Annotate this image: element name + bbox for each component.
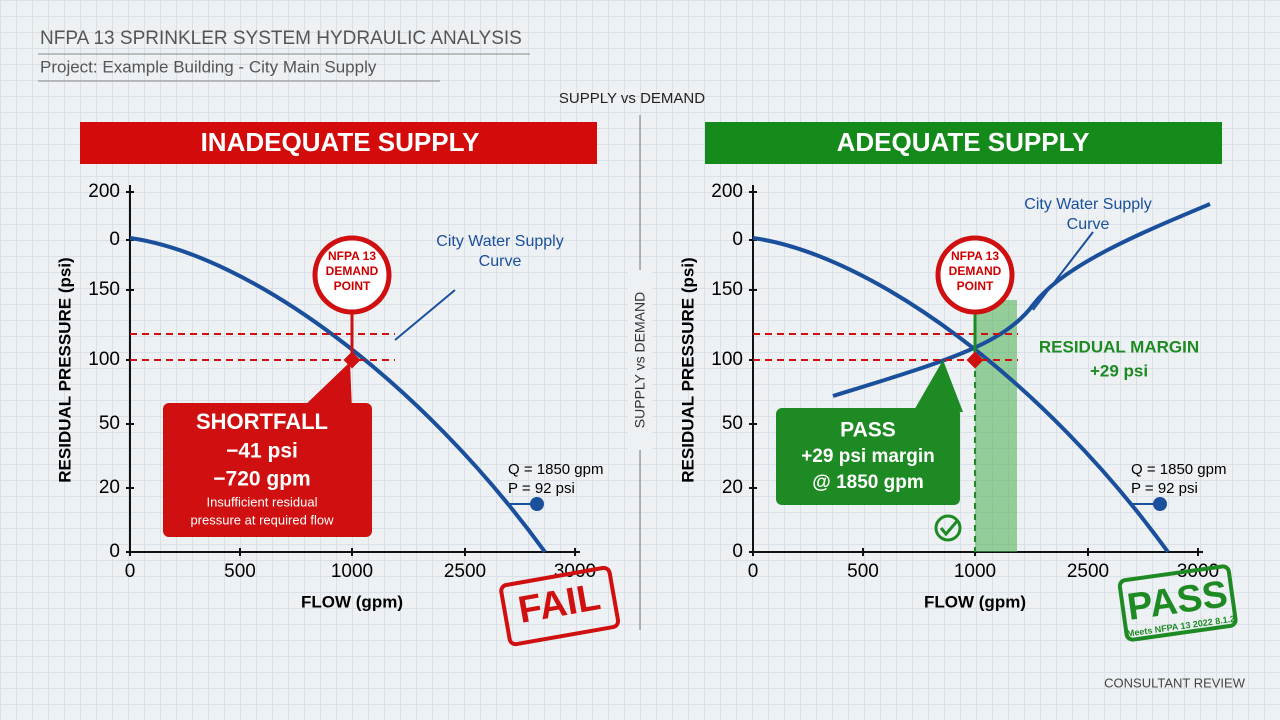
callout-text: pressure at required flow (190, 512, 334, 527)
panel: INADEQUATE SUPPLY RESIDUAL PRESSURE (psi)… (55, 122, 621, 647)
demand-curve (129, 236, 547, 554)
divider-gap (628, 270, 652, 450)
x-tick-label: 0 (125, 561, 136, 582)
point-label: P = 92 psi (508, 480, 575, 497)
callout-arrow (300, 362, 352, 410)
pin (935, 235, 1015, 315)
banner-text: INADEQUATE SUPPLY (201, 127, 480, 157)
banner-text: ADEQUATE SUPPLY (837, 127, 1090, 157)
divider-label: SUPPLY vs DEMAND (632, 292, 648, 428)
x-tick-label: 2500 (444, 561, 486, 582)
x-tick-label: 1000 (954, 561, 996, 582)
y-tick-label: 100 (88, 349, 120, 370)
y-tick-label: 0 (109, 229, 120, 250)
x-axis-label: FLOW (gpm) (924, 592, 1026, 611)
supply-curve (832, 202, 1211, 398)
x-tick-label: 500 (224, 561, 256, 582)
y-tick-label: 150 (88, 279, 120, 300)
curve-label: City Water Supply (1024, 196, 1151, 213)
pin-text: DEMAND (949, 264, 1002, 278)
point-label: P = 92 psi (1131, 480, 1198, 497)
margin-label: +29 psi (1090, 361, 1148, 380)
y-tick-label: 0 (109, 541, 120, 562)
margin-label: RESIDUAL MARGIN (1039, 337, 1199, 356)
stamp-border (1117, 564, 1238, 642)
y-tick-label: 20 (99, 477, 120, 498)
demand-point (966, 351, 984, 369)
y-tick-label: 50 (99, 413, 120, 434)
footer: CONSULTANT REVIEW (1104, 675, 1246, 690)
curve-label: City Water Supply (436, 233, 563, 250)
callout-text: −41 psi (226, 440, 298, 463)
top-label: SUPPLY vs DEMAND (559, 90, 705, 107)
y-tick-label: 200 (88, 181, 120, 202)
callout-text: Insufficient residual (206, 494, 317, 509)
pin-text: DEMAND (326, 264, 379, 278)
y-tick-label: 150 (711, 279, 743, 300)
point-dot (1153, 497, 1167, 511)
y-axis-label: RESIDUAL PRESSURE (psi) (678, 257, 697, 482)
curve-label: Curve (479, 253, 522, 270)
demand-curve (752, 236, 1170, 554)
x-tick-label: 2500 (1067, 561, 1109, 582)
curve-pointer (1032, 231, 1094, 311)
title: NFPA 13 SPRINKLER SYSTEM HYDRAULIC ANALY… (40, 28, 522, 49)
banner (705, 122, 1222, 164)
stamp-text: FAIL (515, 576, 603, 632)
x-tick-label: 1000 (331, 561, 373, 582)
check (934, 514, 962, 542)
pin-text: POINT (957, 279, 994, 293)
y-tick-label: 50 (722, 413, 743, 434)
x-axis-label: FLOW (gpm) (301, 592, 403, 611)
curve-label: Curve (1067, 216, 1110, 233)
y-tick-label: 0 (732, 541, 743, 562)
check-mark (939, 519, 960, 537)
y-tick-label: 200 (711, 181, 743, 202)
callout (776, 408, 960, 505)
callout-text: SHORTFALL (196, 409, 328, 434)
subtitle: Project: Example Building - City Main Su… (40, 57, 377, 76)
point-dot (530, 497, 544, 511)
panel: ADEQUATE SUPPLY RESIDUAL PRESSURE (psi) 20… (678, 122, 1238, 642)
callout-text: −720 gpm (213, 468, 310, 491)
pin (312, 235, 392, 315)
stamp-border (499, 565, 621, 647)
callout (163, 403, 372, 537)
pin-text: NFPA 13 (951, 249, 999, 263)
point-label: Q = 1850 gpm (1131, 461, 1226, 478)
y-axis-label: RESIDUAL PRESSURE (psi) (55, 257, 74, 482)
x-tick-label: 500 (847, 561, 879, 582)
y-tick-label: 0 (732, 229, 743, 250)
callout-text: PASS (840, 419, 896, 442)
curve-pointer (394, 289, 456, 341)
callout-arrow (913, 360, 963, 412)
pin-text: NFPA 13 (328, 249, 376, 263)
y-tick-label: 20 (722, 477, 743, 498)
callout-text: +29 psi margin (801, 446, 935, 467)
point-label: Q = 1850 gpm (508, 461, 603, 478)
x-tick-label: 0 (748, 561, 759, 582)
callout-text: @ 1850 gpm (812, 472, 923, 493)
banner (80, 122, 597, 164)
pin-text: POINT (334, 279, 371, 293)
y-tick-label: 100 (711, 349, 743, 370)
